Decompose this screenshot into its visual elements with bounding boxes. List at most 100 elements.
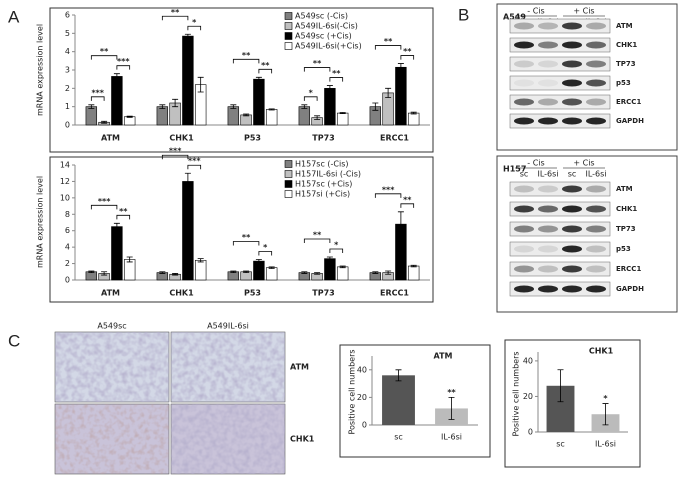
error-bar (326, 85, 333, 92)
y-tick-label: 4 (65, 47, 70, 56)
blot-band (586, 41, 606, 49)
blot-band (538, 41, 558, 49)
error-bar (326, 256, 333, 261)
y-tick-label: 5 (65, 29, 70, 38)
blot-strip (509, 113, 611, 129)
blot-band (514, 205, 534, 213)
y-axis-label: Positive cell numbers (512, 351, 521, 436)
significance-label: *** (91, 88, 104, 97)
lane-label: IL-6si (537, 170, 558, 179)
error-bar (314, 272, 321, 275)
bar (111, 76, 123, 126)
bar (253, 78, 265, 126)
blot-band (562, 225, 582, 233)
significance-label: ** (313, 59, 322, 68)
legend-label: H157IL-6si (-Cis) (295, 170, 361, 179)
y-tick-label: 1 (65, 102, 70, 111)
blot-band (586, 285, 606, 293)
significance-bracket (374, 193, 402, 198)
protein-label: GAPDH (616, 285, 644, 293)
significance-bracket (232, 241, 260, 246)
lane-label: sc (568, 170, 577, 179)
significance-label: ** (447, 388, 456, 397)
significance-label: ** (261, 61, 270, 70)
legend-swatch (284, 160, 293, 168)
ihc-image-texture (55, 404, 169, 474)
blot-frame (496, 155, 678, 313)
treatment-label: - Cis (527, 159, 544, 168)
blot-band (538, 245, 558, 253)
blot-band (538, 205, 558, 213)
significance-bracket (90, 204, 118, 210)
blot-band (562, 41, 582, 49)
y-tick-label: 0 (65, 121, 70, 130)
chart-title: CHK1 (589, 347, 614, 356)
protein-label: CHK1 (616, 205, 637, 213)
bar (182, 35, 194, 126)
blot-strip (509, 56, 611, 72)
significance-bracket (374, 45, 402, 50)
legend-label: A549sc (+Cis) (295, 32, 352, 41)
error-bar (101, 271, 108, 276)
error-bar (372, 271, 379, 274)
blot-band (514, 265, 534, 273)
ihc-image-texture (171, 332, 285, 402)
bar (194, 259, 207, 281)
significance-bracket (90, 55, 118, 60)
x-tick-label: P53 (244, 134, 261, 143)
error-bar (339, 112, 346, 115)
y-axis-label: mRNA expression level (36, 24, 45, 116)
y-tick-label: 6 (65, 11, 70, 20)
blot-band (586, 22, 606, 30)
significance-bracket (116, 214, 131, 220)
x-tick-label: TP73 (312, 134, 334, 143)
panel-label: A (8, 7, 20, 26)
bar (240, 271, 252, 281)
significance-label: * (309, 88, 314, 97)
error-bar (184, 33, 191, 39)
x-tick-label: CHK1 (169, 134, 194, 143)
x-tick-label: TP73 (312, 289, 334, 298)
significance-label: *** (117, 57, 130, 66)
legend-label: H157si (+Cis) (295, 190, 350, 199)
bar (336, 112, 349, 126)
y-tick-label: 2 (65, 84, 70, 93)
blot-band (514, 225, 534, 233)
error-bar (397, 211, 404, 237)
significance-label: *** (98, 197, 111, 206)
significance-bracket (258, 251, 273, 256)
lane-label: sc (520, 170, 529, 179)
protein-label: GAPDH (616, 117, 644, 125)
blot-band (538, 60, 558, 68)
blot-band (562, 205, 582, 213)
significance-label: *** (382, 185, 395, 194)
chart-frame (339, 344, 491, 458)
column-label: A549IL-6si (207, 322, 249, 331)
blot-strip (509, 94, 611, 110)
bar (382, 375, 415, 425)
protein-label: CHK1 (616, 41, 637, 49)
treatment-label: - Cis (527, 7, 544, 16)
legend-swatch (284, 42, 293, 50)
error-bar (385, 270, 392, 275)
blot-band (562, 265, 582, 273)
error-bar (268, 108, 275, 111)
y-axis-label: mRNA expression level (36, 176, 45, 268)
blot-band (562, 22, 582, 30)
significance-label: ** (242, 233, 251, 242)
legend-label: H157sc (+Cis) (295, 180, 352, 189)
error-bar (372, 102, 379, 111)
bar (324, 88, 336, 126)
y-tick-label: 3 (65, 66, 70, 75)
bar (227, 106, 240, 126)
blot-band (538, 185, 558, 193)
error-bar (243, 270, 250, 274)
protein-label: TP73 (616, 225, 636, 233)
bar (123, 259, 136, 281)
x-tick-label: IL-6si (441, 433, 462, 442)
x-tick-label: sc (394, 433, 403, 442)
blot-band (514, 79, 534, 87)
error-bar (268, 266, 275, 269)
blot-band (538, 117, 558, 125)
significance-bracket (90, 96, 105, 101)
